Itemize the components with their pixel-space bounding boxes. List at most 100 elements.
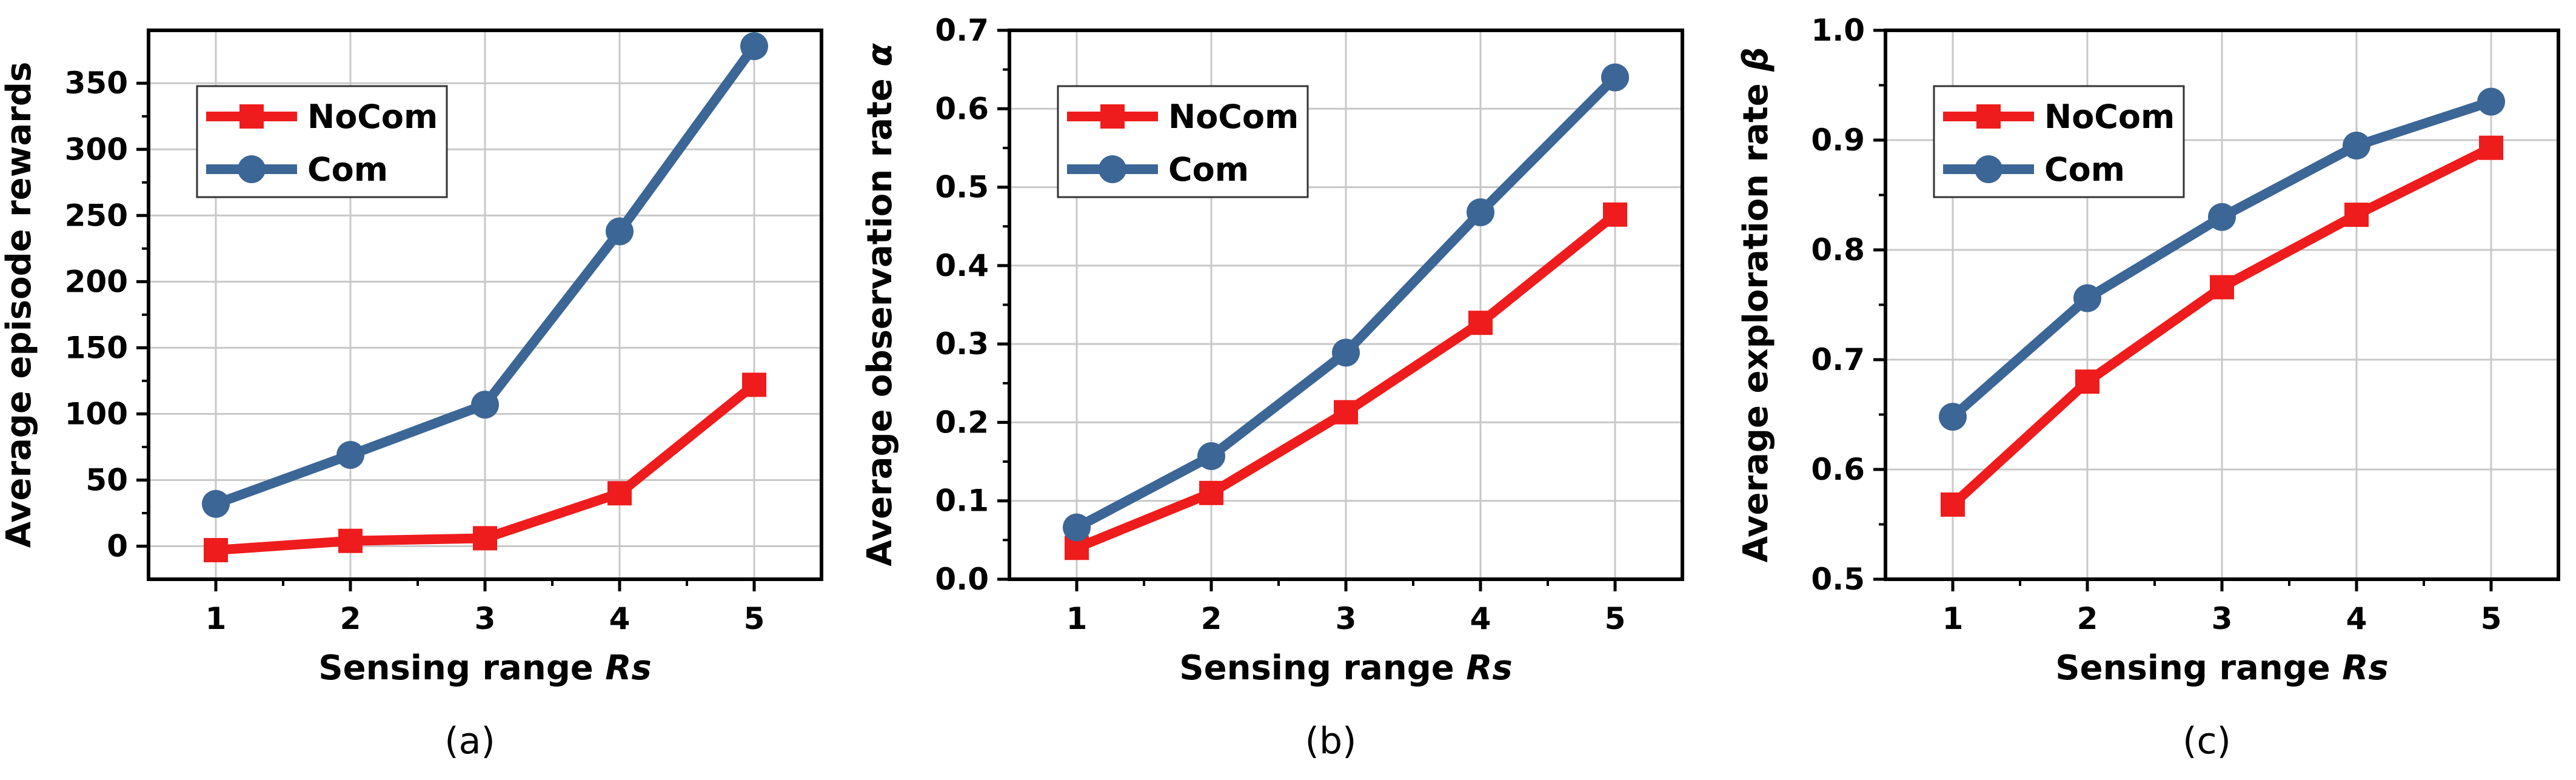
legend-box	[1057, 85, 1309, 198]
legend: NoCom Com	[1057, 85, 1309, 198]
x-axis-label-text: Sensing range	[2055, 648, 2342, 688]
y-tick-label: 50	[85, 462, 128, 497]
x-axis-label: Sensing range Rs	[1179, 648, 1512, 688]
chart-panel-3: 1 2 3 4 5 0.5 0.6 0.7 0.8 0.9 1.0 Sensing range Rs A…	[1736, 13, 2560, 762]
data-point-com	[336, 441, 364, 469]
x-tick-label: 1	[206, 601, 227, 636]
data-point-com	[202, 489, 230, 518]
data-point-com	[1939, 403, 1967, 431]
data-point-com	[606, 217, 634, 246]
data-point-com	[740, 32, 768, 61]
x-tick-label: 3	[1336, 601, 1357, 636]
legend-marker-nocom	[239, 104, 264, 129]
data-point-com	[1197, 442, 1225, 471]
y-tick-label: 0.6	[935, 91, 989, 126]
legend-marker-com	[1975, 155, 2002, 183]
legend-label-com: Com	[1168, 150, 1249, 189]
x-tick-label: 4	[2346, 601, 2367, 636]
y-tick-label: 300	[65, 132, 128, 167]
x-axis-label-text: Sensing range	[318, 648, 605, 688]
y-tick-label: 0.2	[935, 405, 989, 440]
x-tick-label: 3	[475, 601, 496, 636]
data-point-com	[1601, 63, 1629, 92]
data-point-nocom	[2479, 135, 2503, 160]
data-point-nocom	[1199, 480, 1223, 505]
y-tick-label: 0.0	[935, 562, 989, 597]
x-axis-label-symbol: Rs	[2342, 648, 2388, 688]
legend-box	[196, 85, 448, 198]
panel-caption: (a)	[444, 720, 495, 762]
y-tick-label: 0.3	[935, 326, 989, 361]
y-tick-label: 0.1	[935, 483, 989, 519]
data-point-nocom	[1334, 400, 1358, 425]
panel-caption: (b)	[1305, 720, 1357, 762]
y-axis-label-text: Average observation rate	[860, 67, 900, 567]
x-tick-label: 4	[609, 601, 631, 636]
y-axis-label-text: Average episode rewards	[0, 62, 39, 548]
data-point-com	[1467, 198, 1494, 226]
y-tick-label: 250	[65, 198, 128, 233]
y-tick-label: 0.8	[1811, 232, 1865, 267]
legend-marker-nocom	[1100, 104, 1125, 129]
data-point-nocom	[1603, 202, 1627, 227]
legend-marker-com	[238, 155, 266, 183]
data-point-nocom	[1941, 492, 1965, 517]
data-point-nocom	[1468, 311, 1493, 335]
x-tick-label: 2	[340, 601, 361, 636]
x-tick-label: 5	[744, 601, 765, 636]
y-tick-label: 150	[65, 330, 128, 365]
y-tick-label: 0.7	[935, 13, 989, 48]
legend-label-nocom: NoCom	[307, 98, 438, 136]
y-tick-label: 1.0	[1811, 13, 1865, 48]
chart-panel-2: 1 2 3 4 5 0.0 0.1 0.2 0.3 0.4 0.5 0.6 0.7 Sensing ran…	[860, 13, 1684, 762]
x-tick-label: 5	[2481, 601, 2502, 636]
x-axis-label-symbol: Rs	[1466, 648, 1512, 688]
x-axis-label: Sensing range Rs	[318, 648, 651, 688]
data-point-com	[1332, 338, 1360, 367]
y-tick-label: 0.5	[1811, 562, 1865, 597]
x-tick-label: 4	[1470, 601, 1491, 636]
x-tick-label: 2	[1201, 601, 1222, 636]
data-point-com	[1063, 513, 1091, 542]
legend-marker-com	[1099, 155, 1126, 183]
y-tick-label: 350	[65, 66, 128, 101]
legend-label-com: Com	[307, 150, 388, 189]
data-point-nocom	[2344, 203, 2369, 227]
y-tick-label: 0.4	[935, 248, 989, 283]
x-tick-label: 2	[2077, 601, 2098, 636]
data-point-nocom	[607, 481, 632, 506]
legend: NoCom Com	[196, 85, 448, 198]
y-tick-label: 0.6	[1811, 452, 1865, 487]
y-tick-label: 0.7	[1811, 342, 1865, 377]
legend-marker-nocom	[1976, 104, 2001, 129]
data-point-com	[2477, 87, 2505, 116]
y-tick-label: 0.5	[935, 170, 989, 205]
data-point-nocom	[338, 528, 363, 553]
data-point-com	[2208, 203, 2236, 231]
x-axis-label-symbol: Rs	[605, 648, 651, 688]
data-point-nocom	[2075, 369, 2099, 394]
y-axis-label-symbol: β	[1736, 47, 1776, 72]
x-axis-label: Sensing range Rs	[2055, 648, 2388, 688]
data-point-nocom	[2210, 275, 2234, 300]
y-tick-label: 0	[107, 528, 128, 563]
y-axis-label: Average exploration rate β	[1736, 47, 1776, 563]
legend-label-com: Com	[2044, 150, 2125, 189]
legend-label-nocom: NoCom	[1168, 98, 1299, 136]
legend-label-nocom: NoCom	[2044, 98, 2175, 136]
y-axis-label-symbol: α	[860, 43, 900, 67]
data-point-nocom	[742, 372, 766, 397]
y-tick-label: 0.9	[1811, 123, 1865, 158]
data-point-com	[2073, 284, 2101, 312]
legend: NoCom Com	[1933, 85, 2185, 198]
y-axis-label-text: Average exploration rate	[1736, 72, 1776, 563]
data-point-nocom	[473, 526, 497, 551]
x-tick-label: 5	[1605, 601, 1626, 636]
x-tick-label: 1	[1942, 601, 1964, 636]
x-tick-label: 3	[2212, 601, 2233, 636]
y-axis-label: Average observation rate α	[860, 43, 900, 567]
y-tick-label: 100	[65, 396, 128, 431]
y-axis-label: Average episode rewards	[0, 62, 39, 548]
